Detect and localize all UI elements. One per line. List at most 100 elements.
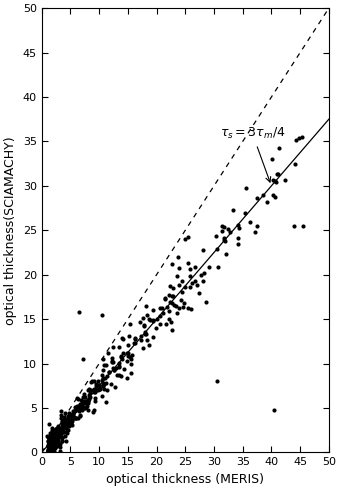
Point bbox=[46, 447, 51, 455]
Point bbox=[48, 429, 54, 437]
Point bbox=[68, 418, 73, 426]
Point bbox=[79, 406, 84, 414]
Point bbox=[207, 263, 212, 270]
Point bbox=[236, 224, 242, 232]
Point bbox=[132, 339, 138, 347]
Point bbox=[51, 437, 57, 444]
Point bbox=[128, 320, 133, 328]
Point bbox=[56, 429, 61, 437]
Point bbox=[72, 403, 78, 411]
Point bbox=[222, 237, 228, 245]
Point bbox=[47, 436, 52, 443]
Point bbox=[57, 425, 63, 433]
Point bbox=[66, 413, 71, 421]
Point bbox=[106, 349, 111, 357]
Point bbox=[157, 320, 163, 328]
Point bbox=[171, 301, 176, 309]
Point bbox=[74, 402, 79, 410]
Point bbox=[148, 316, 153, 324]
Point bbox=[49, 430, 54, 438]
Point bbox=[55, 424, 60, 432]
Point bbox=[78, 404, 84, 412]
Point bbox=[49, 426, 55, 434]
Point bbox=[170, 293, 175, 300]
Point bbox=[57, 428, 63, 436]
Point bbox=[52, 441, 57, 449]
Point bbox=[78, 412, 83, 420]
Point bbox=[46, 446, 52, 454]
Point bbox=[46, 434, 51, 441]
Point bbox=[48, 434, 53, 441]
Point bbox=[270, 191, 275, 199]
Point bbox=[58, 429, 64, 437]
Point bbox=[118, 352, 124, 360]
Point bbox=[176, 281, 182, 289]
Point bbox=[84, 402, 90, 410]
Point bbox=[174, 272, 180, 280]
Point bbox=[157, 304, 163, 312]
Point bbox=[63, 416, 68, 424]
Point bbox=[64, 419, 69, 427]
Point bbox=[53, 429, 59, 437]
Point bbox=[119, 355, 125, 363]
Point bbox=[88, 393, 93, 401]
Point bbox=[46, 445, 52, 453]
Point bbox=[59, 437, 65, 445]
Point bbox=[68, 411, 73, 419]
Point bbox=[85, 397, 90, 405]
Point bbox=[299, 133, 304, 141]
Point bbox=[66, 422, 71, 430]
Point bbox=[255, 194, 260, 201]
Point bbox=[168, 318, 174, 326]
Point bbox=[236, 221, 241, 229]
Point bbox=[138, 318, 143, 326]
Point bbox=[215, 263, 220, 271]
Point bbox=[46, 442, 51, 450]
Point bbox=[90, 408, 95, 416]
Point bbox=[53, 434, 58, 441]
Point bbox=[95, 386, 101, 394]
Point bbox=[46, 437, 51, 445]
Point bbox=[48, 447, 53, 455]
Point bbox=[59, 437, 64, 444]
Point bbox=[133, 334, 138, 342]
Point bbox=[101, 385, 106, 392]
Point bbox=[51, 431, 56, 439]
Point bbox=[48, 447, 54, 455]
Point bbox=[49, 447, 55, 455]
Point bbox=[260, 191, 266, 199]
Point bbox=[125, 341, 131, 348]
Point bbox=[57, 432, 63, 440]
Point bbox=[47, 442, 52, 450]
Point bbox=[161, 309, 166, 317]
Point bbox=[127, 353, 133, 361]
Point bbox=[197, 289, 202, 296]
Point bbox=[57, 447, 63, 455]
Point bbox=[66, 419, 72, 427]
Point bbox=[45, 441, 51, 448]
Point bbox=[50, 441, 55, 449]
Point bbox=[54, 424, 59, 432]
Point bbox=[66, 409, 71, 417]
Point bbox=[55, 435, 61, 442]
Point bbox=[53, 425, 58, 433]
Point bbox=[54, 435, 60, 443]
Point bbox=[96, 381, 102, 389]
Point bbox=[45, 447, 50, 455]
Point bbox=[68, 420, 73, 428]
Point bbox=[65, 420, 71, 428]
Point bbox=[178, 296, 183, 304]
Point bbox=[80, 402, 85, 410]
Point bbox=[81, 390, 87, 397]
Point bbox=[200, 277, 205, 285]
Point bbox=[51, 443, 56, 451]
Point bbox=[53, 441, 59, 449]
Point bbox=[71, 414, 76, 422]
Point bbox=[59, 421, 64, 429]
Point bbox=[52, 444, 57, 452]
Point bbox=[61, 423, 66, 431]
Point bbox=[45, 432, 50, 440]
Point bbox=[199, 271, 204, 279]
Point bbox=[176, 264, 181, 272]
Point bbox=[77, 411, 82, 419]
